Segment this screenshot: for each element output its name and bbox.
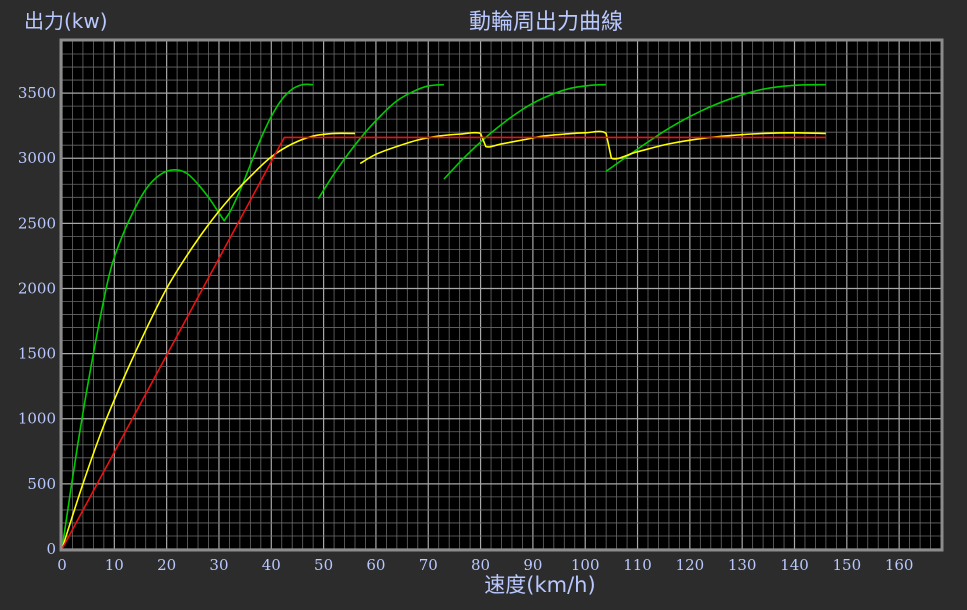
grid [61, 40, 942, 550]
x-tick-label: 10 [105, 556, 124, 574]
series-line-6 [61, 136, 826, 550]
x-tick-label: 60 [366, 556, 385, 574]
y-tick-label: 3500 [18, 84, 56, 102]
x-tick-label: 0 [57, 556, 67, 574]
y-tick-label: 3000 [18, 149, 56, 167]
series-line-3 [605, 83, 826, 172]
x-tick-label: 140 [780, 556, 809, 574]
x-tick-label: 150 [833, 556, 862, 574]
x-tick-label: 90 [523, 556, 542, 574]
x-tick-label: 20 [157, 556, 176, 574]
series-group [61, 83, 826, 550]
y-tick-label: 500 [27, 475, 56, 493]
y-axis-label: 出力(kw) [24, 9, 108, 33]
y-tick-label: 0 [46, 540, 56, 558]
x-tick-label: 130 [728, 556, 757, 574]
chart-title: 動輪周出力曲線 [469, 10, 623, 35]
series-line-1 [317, 83, 445, 200]
y-tick-label: 2000 [18, 279, 56, 297]
series-line-2 [443, 83, 607, 180]
y-tick-label: 1500 [18, 345, 56, 363]
y-tick-labels: 0 500 1000 1500 2000 2500 3000 3500 [18, 84, 56, 558]
plot-frame [59, 38, 944, 552]
x-tick-label: 100 [571, 556, 600, 574]
x-tick-label: 30 [209, 556, 228, 574]
x-tick-label: 120 [676, 556, 705, 574]
x-tick-label: 40 [262, 556, 281, 574]
x-tick-label: 160 [885, 556, 914, 574]
x-tick-label: 110 [623, 556, 652, 574]
x-tick-label: 50 [314, 556, 333, 574]
series-line-5 [359, 130, 826, 165]
x-tick-label: 70 [419, 556, 438, 574]
x-tick-label: 80 [471, 556, 490, 574]
series-line-0 [61, 83, 314, 550]
y-tick-label: 1000 [18, 410, 56, 428]
x-axis-label: 速度(km/h) [484, 573, 595, 597]
x-tick-labels: 0 10 20 30 40 50 60 70 80 90 100 110 120 130 140 150 160 [57, 556, 913, 574]
y-tick-label: 2500 [18, 214, 56, 232]
